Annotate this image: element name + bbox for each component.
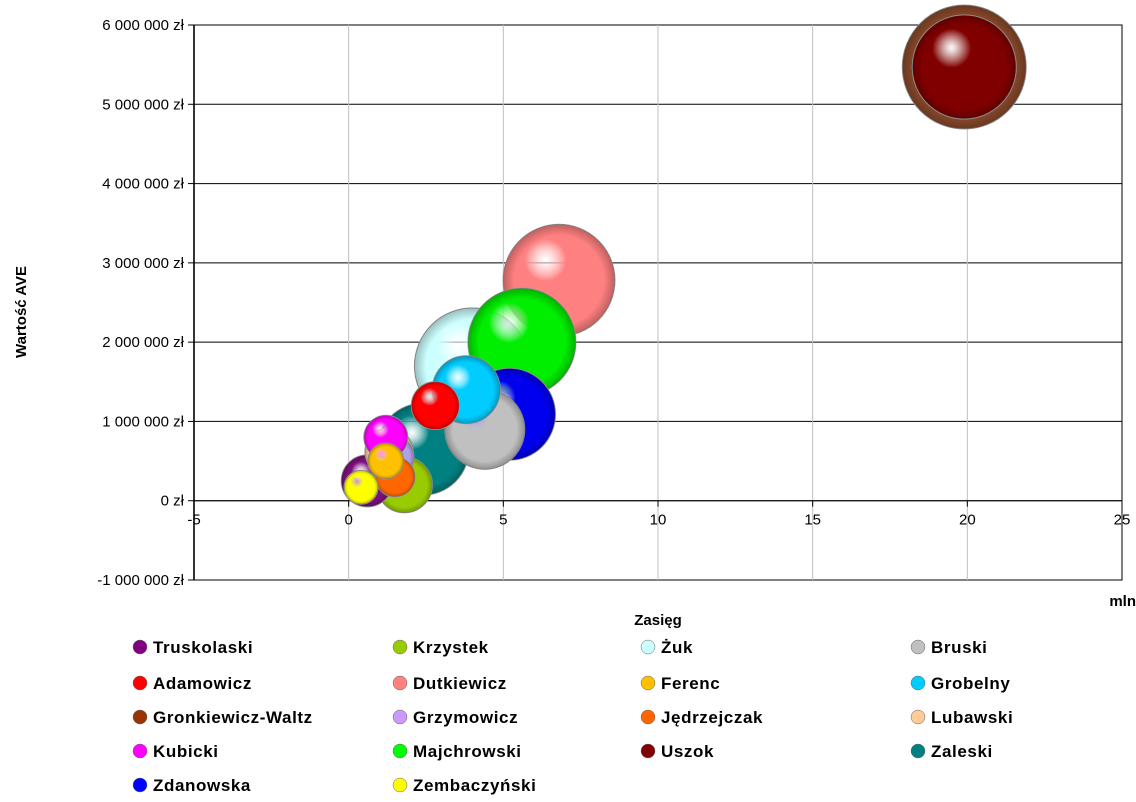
- legend-marker: [392, 675, 408, 691]
- y-tick-label: 5 000 000 zł: [102, 96, 184, 113]
- x-tick-label: 25: [1114, 512, 1131, 529]
- legend-label: Bruski: [931, 638, 988, 657]
- y-tick-label: 1 000 000 zł: [102, 413, 184, 430]
- legend-marker: [132, 639, 148, 655]
- legend-marker: [910, 743, 926, 759]
- legend-label: Ferenc: [661, 674, 720, 693]
- x-tick-label: -5: [187, 512, 200, 529]
- legend-label: Krzystek: [413, 638, 489, 657]
- legend-marker: [640, 639, 656, 655]
- legend-label: Kubicki: [153, 742, 219, 761]
- legend-marker: [910, 675, 926, 691]
- y-axis-title: Wartość AVE: [13, 266, 30, 358]
- legend-marker: [132, 777, 148, 793]
- legend-marker: [910, 639, 926, 655]
- y-tick-label: 0 zł: [161, 493, 185, 510]
- legend-label: Majchrowski: [413, 742, 522, 761]
- x-tick-label: 10: [650, 512, 667, 529]
- legend-marker: [640, 743, 656, 759]
- bubble-shade: [344, 470, 379, 505]
- legend-marker: [640, 675, 656, 691]
- legend-label: Gronkiewicz-Waltz: [153, 708, 313, 727]
- legend-label: Uszok: [661, 742, 714, 761]
- x-tick-label: 0: [344, 512, 352, 529]
- x-axis-unit: mln: [1109, 593, 1136, 610]
- bubble-shade: [367, 443, 404, 480]
- y-tick-label: 6 000 000 zł: [102, 17, 184, 34]
- bubble-shade: [467, 288, 576, 397]
- legend-label: Adamowicz: [153, 674, 252, 693]
- y-tick-label: 3 000 000 zł: [102, 255, 184, 272]
- x-tick-label: 5: [499, 512, 507, 529]
- legend-label: Truskolaski: [153, 638, 253, 657]
- x-axis-title: Zasięg: [634, 612, 682, 629]
- legend-label: Dutkiewicz: [413, 674, 507, 693]
- legend: Truskolaski Krzystek Żuk Bruski Adamowicz Dut…: [132, 638, 1013, 795]
- y-tick-label: 2 000 000 zł: [102, 334, 184, 351]
- legend-marker: [132, 675, 148, 691]
- legend-marker: [910, 709, 926, 725]
- legend-marker: [640, 709, 656, 725]
- bubble-shade: [411, 381, 460, 430]
- x-tick-label: 15: [804, 512, 821, 529]
- legend-label: Zaleski: [931, 742, 993, 761]
- legend-marker: [392, 743, 408, 759]
- legend-marker: [392, 709, 408, 725]
- legend-label: Zdanowska: [153, 776, 251, 795]
- y-tick-label: 4 000 000 zł: [102, 176, 184, 193]
- legend-label: Grzymowicz: [413, 708, 518, 727]
- legend-label: Grobelny: [931, 674, 1010, 693]
- bubble-shade: [912, 15, 1017, 120]
- legend-label: Jędrzejczak: [661, 708, 763, 727]
- x-tick-label: 20: [959, 512, 976, 529]
- y-tick-label: -1 000 000 zł: [97, 572, 184, 589]
- legend-label: Żuk: [661, 638, 693, 657]
- legend-marker: [132, 743, 148, 759]
- legend-marker: [392, 777, 408, 793]
- legend-marker: [392, 639, 408, 655]
- legend-label: Lubawski: [931, 708, 1013, 727]
- legend-marker: [132, 709, 148, 725]
- legend-label: Zembaczyński: [413, 776, 536, 795]
